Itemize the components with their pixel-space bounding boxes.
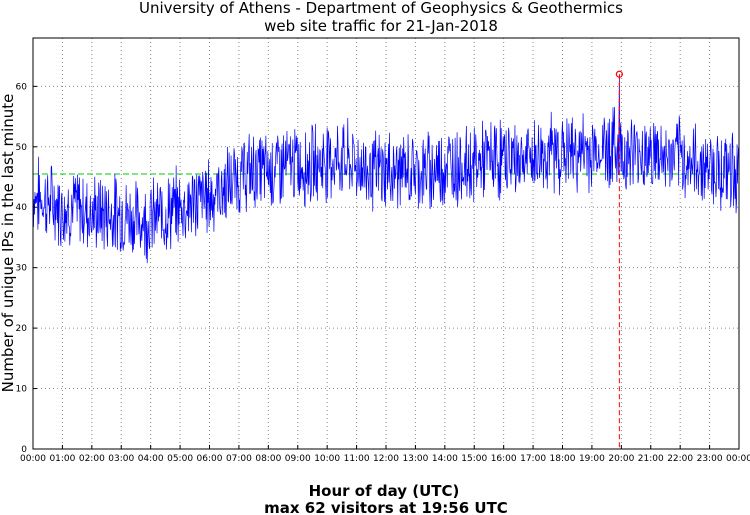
x-tick-label: 18:00 (550, 454, 576, 464)
y-tick-label: 40 (16, 203, 28, 213)
x-tick-label: 05:00 (167, 454, 193, 464)
x-tick-label: 19:00 (579, 454, 605, 464)
x-tick-label: 02:00 (79, 454, 105, 464)
x-axis-label: Hour of day (UTC) (309, 482, 460, 500)
plot-area-frame (32, 37, 740, 450)
x-tick-label: 20:00 (608, 454, 634, 464)
x-tick-label: 10:00 (314, 454, 340, 464)
x-tick-label: 08:00 (255, 454, 281, 464)
x-tick-label: 00:00 (726, 454, 750, 464)
series-group (32, 70, 740, 449)
grid-lines (33, 38, 739, 449)
y-tick-label: 50 (16, 143, 28, 153)
x-tick-label: 04:00 (138, 454, 164, 464)
x-tick-label: 13:00 (402, 454, 428, 464)
x-tick-label: 15:00 (461, 454, 487, 464)
y-tick-label: 0 (21, 445, 27, 455)
x-tick-label: 22:00 (667, 454, 693, 464)
x-tick-label: 12:00 (373, 454, 399, 464)
x-tick-label: 16:00 (491, 454, 517, 464)
x-tick-label: 21:00 (638, 454, 664, 464)
max-point-marker (615, 70, 623, 78)
x-tick-label: 03:00 (108, 454, 134, 464)
traffic-series-line (32, 74, 740, 264)
x-tick-label: 00:00 (20, 454, 46, 464)
x-tick-label: 23:00 (697, 454, 723, 464)
axis-ticks: 00:00 01:00 02:00 03:00 04:00 05:00 06:00 07:00… (16, 82, 750, 464)
x-tick-label: 11:00 (344, 454, 370, 464)
y-axis-label: Number of unique IPs in the last minute (0, 94, 17, 393)
chart-subtitle: web site traffic for 21-Jan-2018 (264, 17, 498, 35)
chart-title: University of Athens - Department of Geo… (139, 0, 623, 17)
x-tick-label: 06:00 (197, 454, 223, 464)
y-tick-label: 10 (16, 385, 28, 395)
max-annotation: max 62 visitors at 19:56 UTC (264, 499, 508, 515)
y-tick-label: 60 (16, 82, 28, 92)
x-tick-label: 09:00 (285, 454, 311, 464)
y-tick-label: 30 (16, 264, 28, 274)
x-tick-label: 17:00 (520, 454, 546, 464)
y-tick-label: 20 (16, 324, 28, 334)
x-tick-label: 07:00 (226, 454, 252, 464)
x-tick-label: 14:00 (432, 454, 458, 464)
x-tick-label: 01:00 (49, 454, 75, 464)
